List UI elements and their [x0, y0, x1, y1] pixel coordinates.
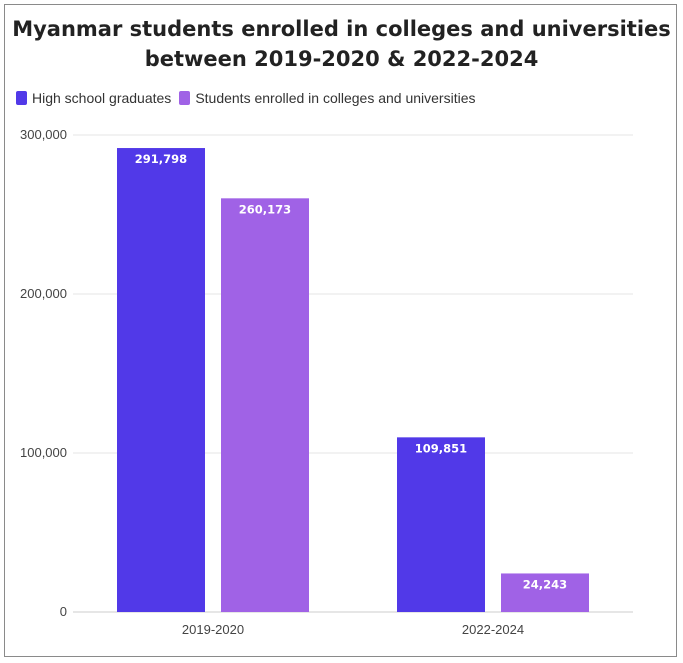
- legend: High school graduates Students enrolled …: [16, 90, 483, 106]
- y-tick-label: 200,000: [20, 286, 67, 301]
- y-tick-label: 100,000: [20, 445, 67, 460]
- legend-swatch-high-school: [16, 91, 27, 105]
- bar: [117, 148, 205, 612]
- x-tick-label: 2019-2020: [182, 622, 244, 637]
- data-label: 260,173: [239, 202, 291, 216]
- y-tick-label: 300,000: [20, 127, 67, 142]
- legend-label-high-school: High school graduates: [32, 90, 172, 106]
- chart-title-line1: Myanmar students enrolled in colleges an…: [12, 17, 671, 41]
- data-label: 24,243: [523, 577, 567, 591]
- x-tick-label: 2022-2024: [462, 622, 524, 637]
- chart-frame: [4, 4, 677, 657]
- bar: [397, 437, 485, 612]
- bar: [221, 198, 309, 612]
- legend-item-college[interactable]: Students enrolled in colleges and univer…: [179, 90, 475, 106]
- data-label: 109,851: [415, 441, 467, 455]
- legend-item-high-school[interactable]: High school graduates: [16, 90, 171, 106]
- legend-label-college: Students enrolled in colleges and univer…: [195, 90, 476, 106]
- legend-swatch-college: [179, 91, 191, 105]
- chart-title: Myanmar students enrolled in colleges an…: [0, 14, 683, 74]
- data-label: 291,798: [135, 152, 187, 166]
- chart-title-line2: between 2019-2020 & 2022-2024: [144, 47, 539, 71]
- y-tick-label: 0: [60, 604, 67, 619]
- bar: [501, 573, 589, 612]
